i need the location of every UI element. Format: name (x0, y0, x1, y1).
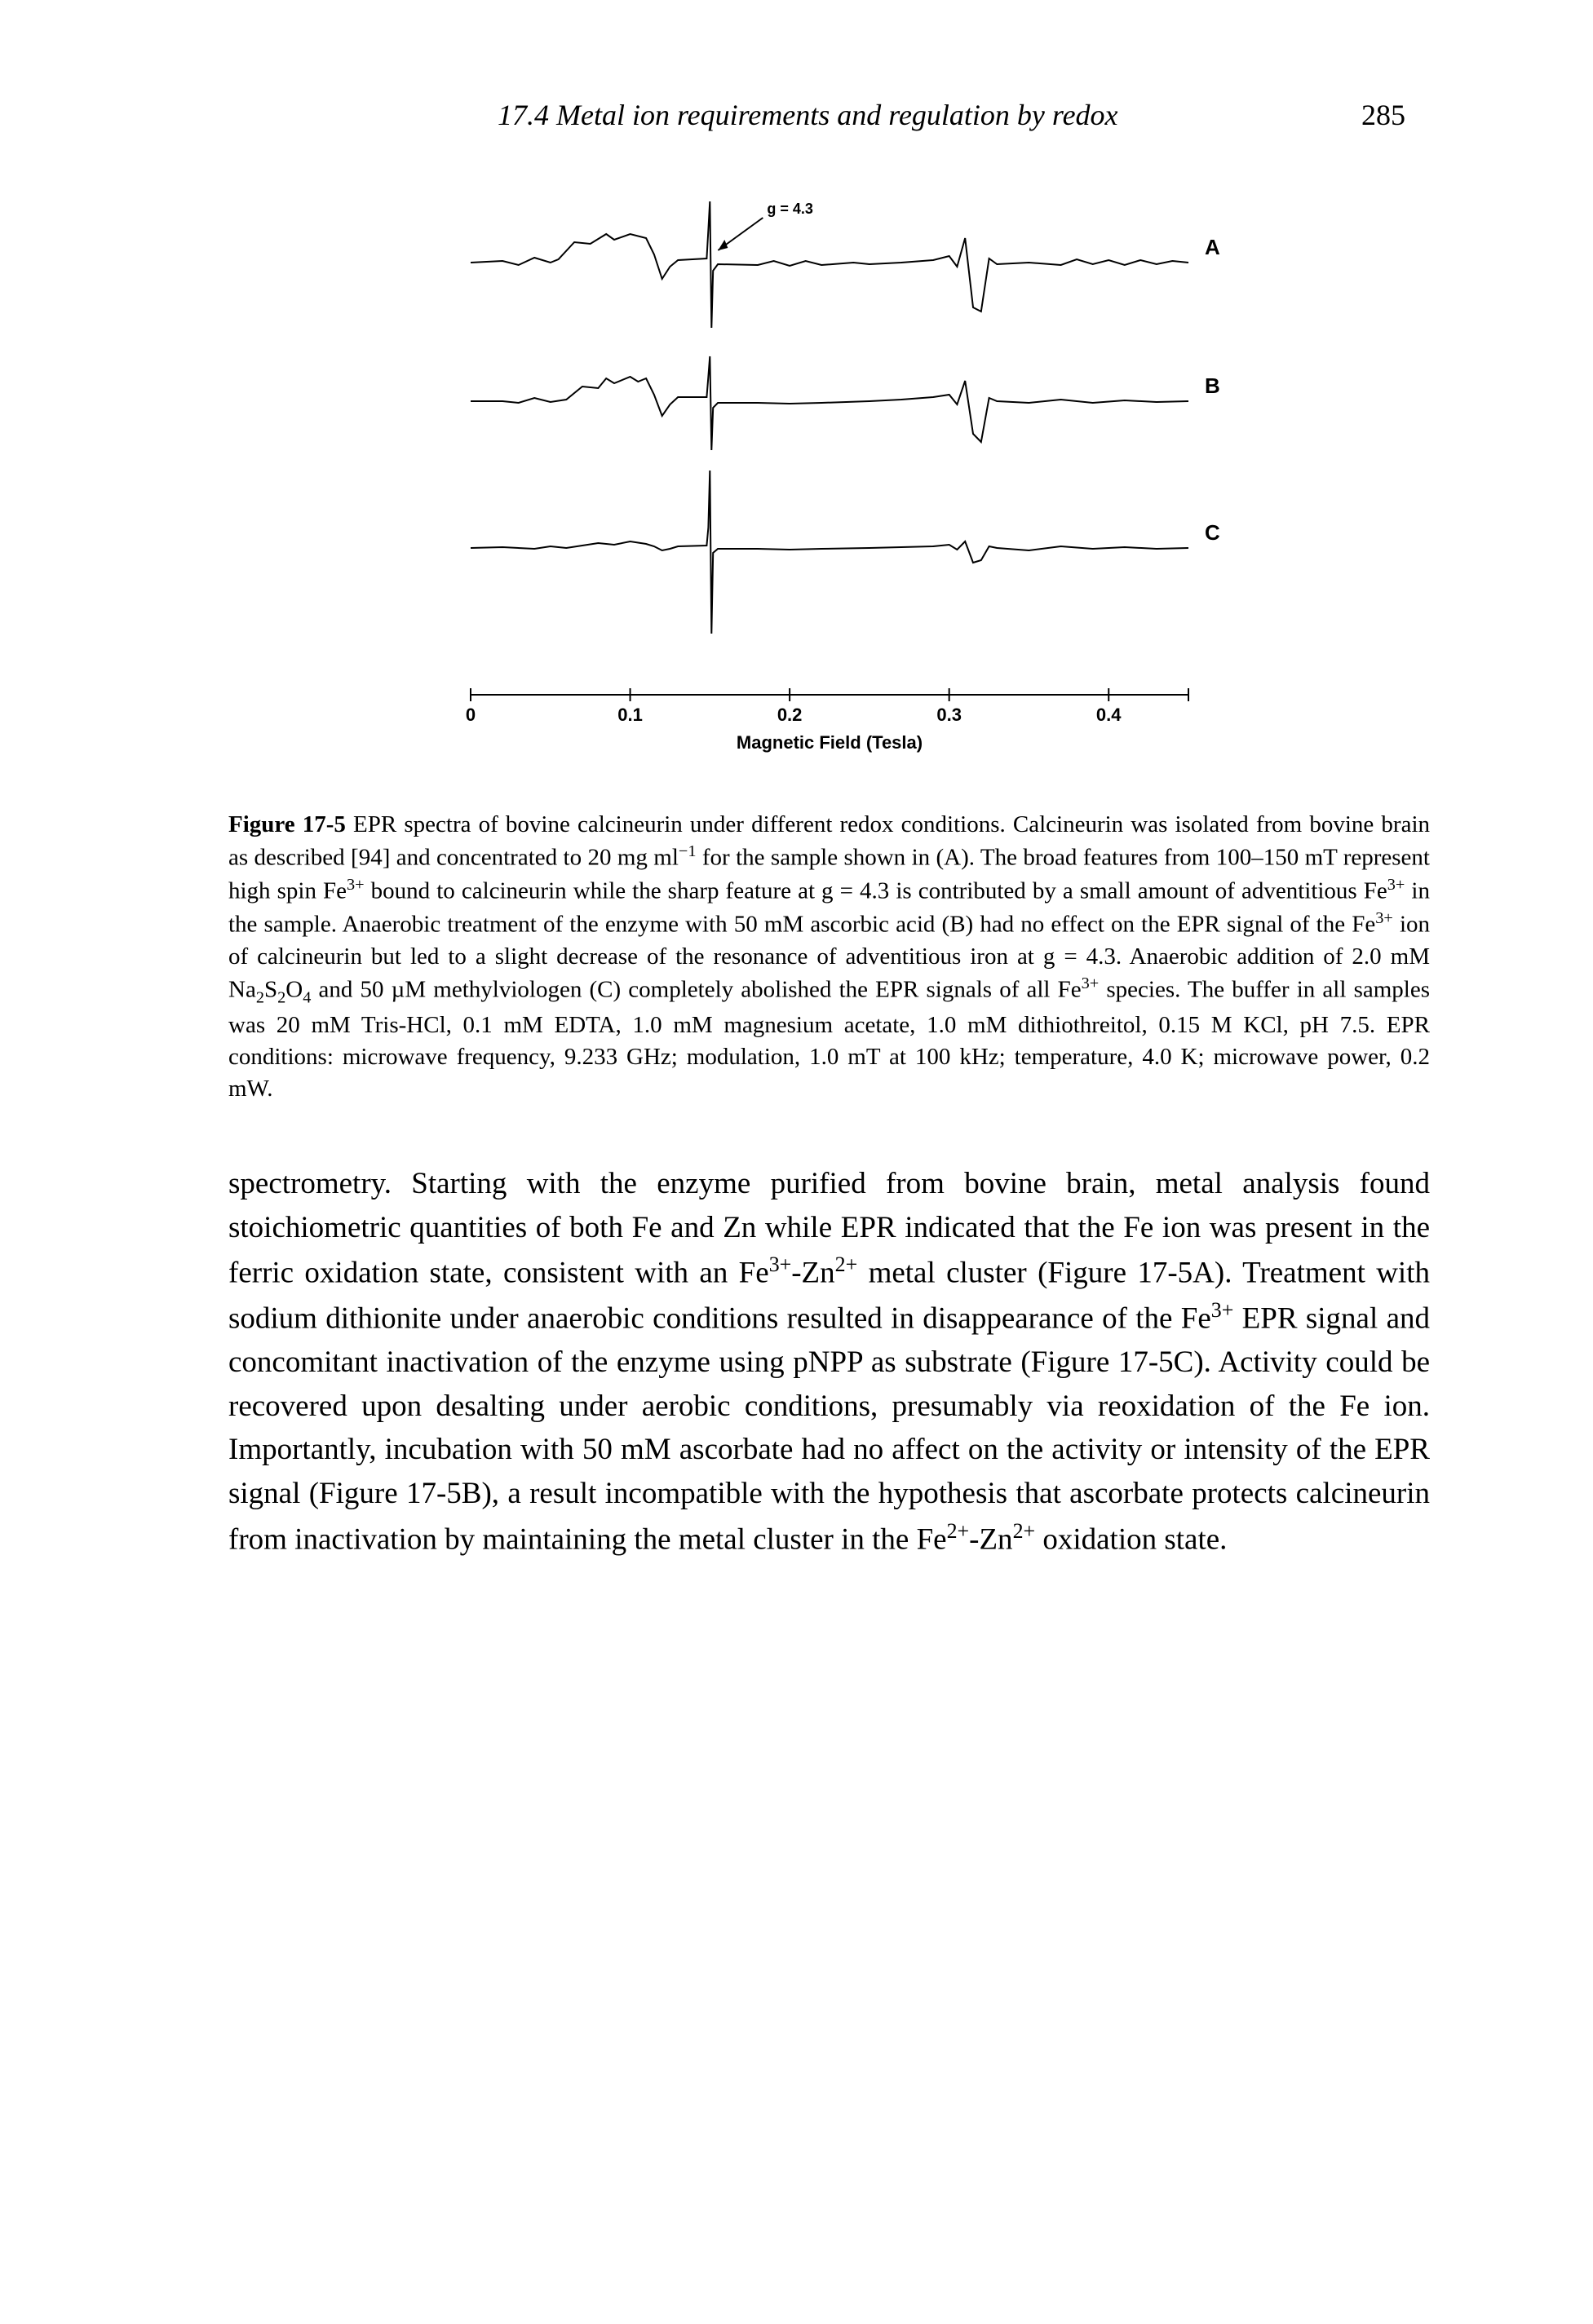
g-annotation-text: g = 4.3 (767, 201, 813, 217)
x-tick-label: 0.1 (617, 705, 643, 725)
caption-sup-3: 3+ (1387, 876, 1405, 894)
body-sup-1: 3+ (769, 1253, 792, 1276)
figure-17-5: A B Cg = 4.3 0 0.1 0.2 0.3 0.4 Magnetic Field (T… (422, 189, 1237, 776)
page-number: 285 (1361, 98, 1405, 132)
caption-sub-1: 2 (256, 988, 264, 1006)
caption-mid-2: O (285, 976, 303, 1002)
body-text-d: EPR signal and concomitant inactivation … (228, 1302, 1430, 1557)
x-tick-label: 0.2 (777, 705, 802, 725)
epr-spectra-svg: A B Cg = 4.3 0 0.1 0.2 0.3 0.4 Magnetic Field (T… (422, 189, 1237, 776)
body-sup-2: 2+ (835, 1253, 858, 1276)
section-title: 17.4 Metal ion requirements and regulati… (498, 98, 1118, 132)
figure-label: Figure 17-5 (228, 811, 346, 837)
caption-sub-2: 2 (277, 988, 285, 1006)
x-tick-label: 0.3 (936, 705, 962, 725)
body-sup-3: 3+ (1211, 1298, 1234, 1322)
body-sup-5: 2+ (1013, 1519, 1036, 1543)
caption-text-3: bound to calcineurin while the sharp fea… (365, 878, 1387, 904)
epr-trace-b (471, 356, 1188, 450)
figure-caption: Figure 17-5 EPR spectra of bovine calcin… (228, 809, 1430, 1105)
x-tick-label: 0.4 (1095, 705, 1121, 725)
caption-sup-5: 3+ (1082, 974, 1100, 992)
caption-sup-2: 3+ (347, 876, 365, 894)
caption-sup-4: 3+ (1375, 909, 1393, 927)
body-text-b: -Zn (791, 1257, 834, 1290)
page-container: 17.4 Metal ion requirements and regulati… (0, 0, 1593, 2324)
trace-label-b: B (1205, 373, 1220, 398)
x-axis-label: Magnetic Field (Tesla) (736, 732, 922, 753)
trace-label-c: C (1205, 520, 1220, 545)
trace-label-a: A (1205, 235, 1220, 259)
g-annotation-arrowhead (718, 240, 728, 250)
body-text-e: -Zn (969, 1522, 1012, 1556)
body-sup-4: 2+ (947, 1519, 970, 1543)
epr-trace-a (471, 201, 1188, 328)
caption-mid-1: S (264, 976, 277, 1002)
caption-sup-1: −1 (679, 842, 697, 860)
epr-trace-c (471, 471, 1188, 634)
body-text-f: oxidation state. (1035, 1522, 1227, 1556)
x-tick-label: 0 (465, 705, 475, 725)
body-paragraph-1: spectrometry. Starting with the enzyme p… (228, 1162, 1430, 1562)
caption-sub-3: 4 (303, 988, 311, 1006)
caption-text-6: and 50 µM methylviologen (C) completely … (311, 976, 1081, 1002)
running-header: 17.4 Metal ion requirements and regulati… (228, 98, 1430, 132)
